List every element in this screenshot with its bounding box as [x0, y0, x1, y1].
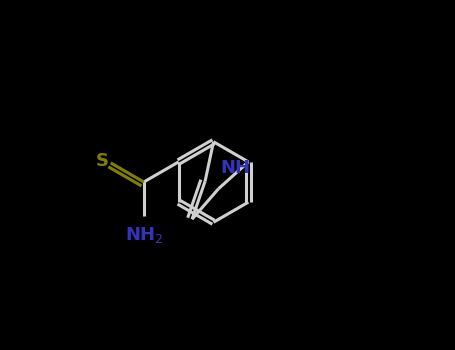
Text: NH: NH: [220, 159, 250, 176]
Text: S: S: [96, 152, 108, 170]
Text: NH$_2$: NH$_2$: [125, 225, 163, 245]
